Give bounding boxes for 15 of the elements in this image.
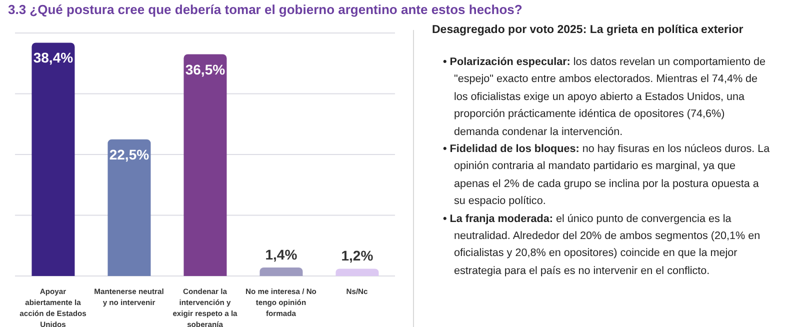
chart-title: 3.3 ¿Qué postura cree que debería tomar el gobierno argentino ante estos hechos? (8, 2, 522, 17)
data-label: 36,5% (185, 61, 226, 78)
data-label: 1,2% (341, 248, 374, 264)
bar (108, 139, 151, 276)
text: • Fidelidad de los bloques: no hay fisuras en los núcleos duros. La opinión contraria al mandato partidario es marginal, ya que apenas el 2% de cada grupo se inclina por la postura opuesta a su espacio político. (443, 142, 771, 210)
text: Desagregado por voto 2025: La grieta en política exterior (432, 24, 744, 36)
bar (260, 267, 303, 276)
text: • Polarización especular: los datos revelan un comportamiento de "espejo" exacto entre ambos electorados. Mientras el 74,4% de los oficialistas exige un apoyo abierto a Estados Unidos, una proporción prácticamente idéntica de opositores (74,6%) demanda condenar la intervención. (443, 55, 766, 140)
text: • La franja moderada: el único punto de convergencia es la neutralidad. Alrededor del 20% de ambos segmentos (20,1% en oficialistas y 20,8% en opositores) coincide en que la mejor estrategia para el país es no intervenir en el conflicto. (443, 212, 762, 279)
bar (32, 42, 75, 276)
data-label: 38,4% (33, 50, 74, 66)
data-label: 1,4% (265, 246, 298, 262)
bar (184, 54, 227, 276)
data-label: 22,5% (109, 146, 150, 162)
bar (336, 268, 379, 276)
